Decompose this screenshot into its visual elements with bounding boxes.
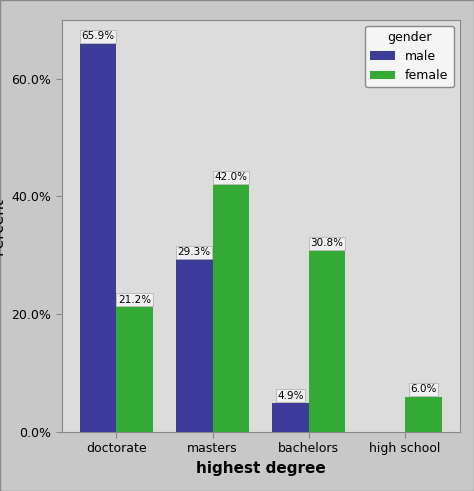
Text: 65.9%: 65.9%: [82, 31, 115, 41]
Text: 4.9%: 4.9%: [277, 391, 304, 401]
Text: 21.2%: 21.2%: [118, 295, 151, 305]
Text: 42.0%: 42.0%: [214, 172, 247, 182]
Y-axis label: Percent: Percent: [0, 197, 6, 255]
Bar: [80, 44, 116, 432]
Text: 6.0%: 6.0%: [410, 384, 437, 394]
Bar: [309, 250, 346, 432]
Bar: [212, 185, 249, 432]
Bar: [116, 307, 153, 432]
Bar: [272, 403, 309, 432]
Bar: [405, 397, 442, 432]
Legend: male, female: male, female: [365, 26, 454, 87]
X-axis label: highest degree: highest degree: [196, 461, 326, 476]
Text: 29.3%: 29.3%: [178, 247, 211, 257]
Bar: [176, 259, 212, 432]
Text: 30.8%: 30.8%: [310, 238, 344, 248]
